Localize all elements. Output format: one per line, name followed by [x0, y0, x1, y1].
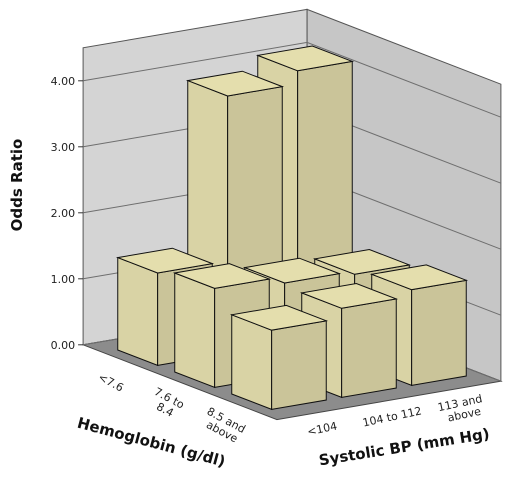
bar-top-face: [172, 263, 272, 289]
y-tick-label: 2.00: [51, 207, 76, 220]
bar-right-face: [271, 320, 327, 410]
z-tick-label: <7.6: [96, 370, 126, 394]
x-tick-label: 104 to 112: [361, 404, 422, 429]
bar-top-face: [255, 45, 355, 72]
y-tick-label: 4.00: [51, 75, 76, 88]
bar-right-face: [341, 298, 397, 398]
bar-left-face: [117, 256, 159, 367]
bar: [229, 304, 329, 411]
y-tick-label: 3.00: [51, 141, 76, 154]
y-tick-label: 1.00: [51, 273, 76, 286]
bar-top-face: [242, 257, 342, 284]
y-axis-title: Odds Ratio: [8, 139, 26, 232]
bar-left-face: [231, 314, 273, 411]
bar-top-face: [229, 304, 329, 331]
bar-left-face: [174, 272, 216, 389]
bar-top-face: [312, 249, 412, 275]
grid-line: [83, 41, 502, 118]
x-tick-label: <104: [306, 419, 338, 438]
y-tick-label: 0.00: [51, 339, 76, 352]
bar-right-face: [411, 279, 467, 386]
z-axis-title: Hemoglobin (g/dl): [75, 414, 227, 471]
bar-top-face: [115, 247, 215, 274]
z-tick-label: 7.6 to 8.4: [146, 385, 189, 424]
bar-top-face: [369, 264, 469, 291]
x-tick-label: 113 and above: [437, 391, 490, 426]
z-tick-label: 8.5 and above: [199, 405, 251, 448]
x-axis-title: Systolic BP (mm Hg): [318, 425, 491, 470]
bar-top-face: [299, 283, 399, 309]
bar-top-face: [185, 70, 285, 97]
